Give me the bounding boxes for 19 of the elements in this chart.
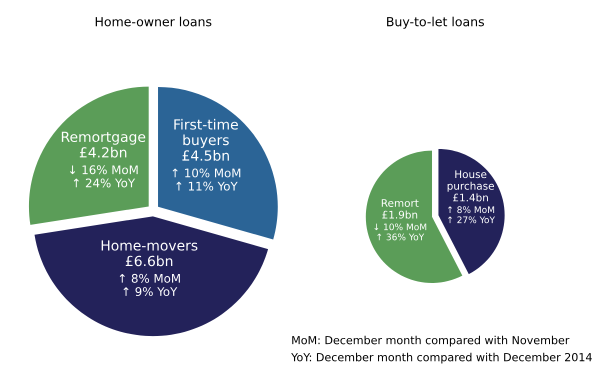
chart-title: Home-owner loans xyxy=(96,16,212,26)
text: ↑ 8% MoM ↑ 27% YoY xyxy=(448,206,495,224)
text: MoM: December month compared with November xyxy=(292,336,570,346)
data-label: £6.6bn xyxy=(126,255,172,266)
text: YoY: December month compared with December 2014 xyxy=(291,352,592,364)
data-label: £4.5bn xyxy=(182,150,229,161)
text: ↓ 16% MoM ↑ 24% YoY xyxy=(70,165,138,188)
slice-label: House purchase xyxy=(448,170,494,192)
slice-label: Home-movers xyxy=(102,240,198,251)
data-label: £1.9bn xyxy=(382,210,418,219)
slice-label: Remortgage xyxy=(62,132,146,145)
data-label: £1.4bn xyxy=(453,193,488,202)
text: ↓ 10% MoM ↑ 36% YoY xyxy=(374,223,426,240)
slice-label: First-time buyers xyxy=(174,118,238,148)
text: ↑ 10% MoM ↑ 11% YoY xyxy=(172,168,240,191)
text: ↑ 8% MoM ↑ 9% YoY xyxy=(120,274,180,296)
data-label: £4.2bn xyxy=(80,146,126,158)
slice-label: Remort xyxy=(382,199,419,207)
chart-title: Buy-to-let loans xyxy=(387,16,484,29)
